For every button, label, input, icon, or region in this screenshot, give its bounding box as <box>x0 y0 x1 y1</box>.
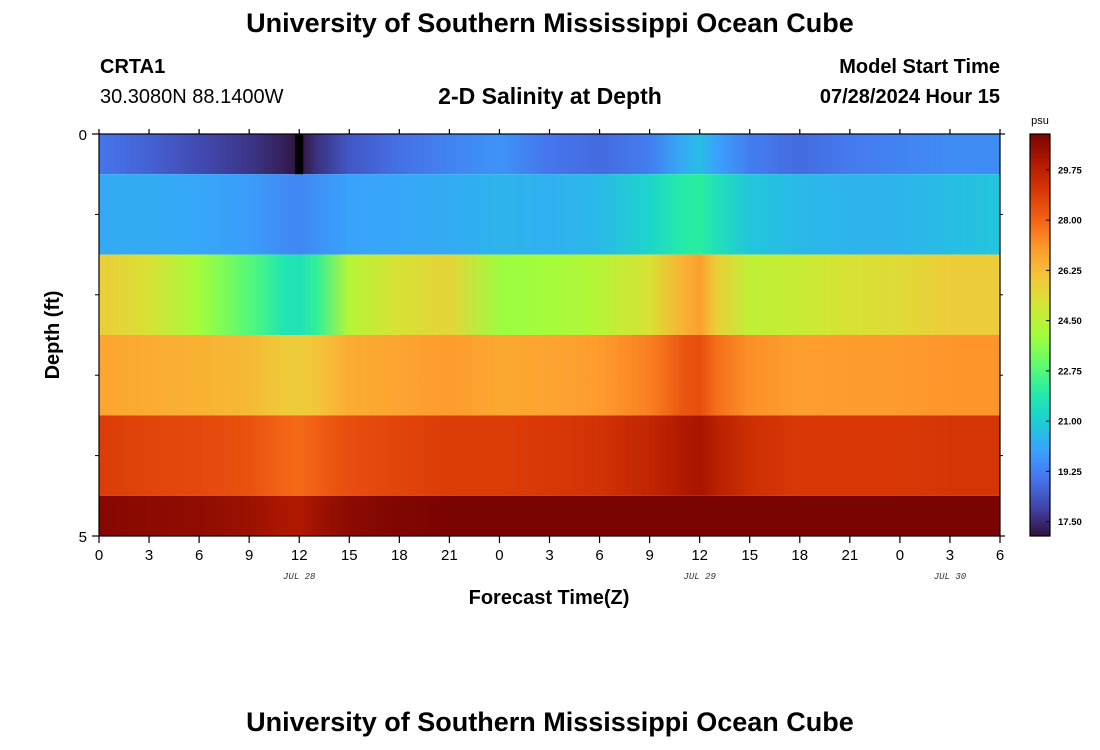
x-tick-label: 3 <box>946 547 954 564</box>
x-tick-label: 9 <box>645 547 653 564</box>
model-start-label: Model Start Time <box>839 56 1000 78</box>
y-axis-label: Depth (ft) <box>42 291 64 380</box>
x-tick-label: 18 <box>791 547 808 564</box>
x-tick-label: 15 <box>341 547 358 564</box>
x-tick-label: 15 <box>741 547 758 564</box>
x-axis-label: Forecast Time(Z) <box>469 587 630 609</box>
colorbar-tick-label: 29.75 <box>1058 165 1082 176</box>
station-coordinates: 30.3080N 88.1400W <box>100 86 284 108</box>
colorbar: psu 29.75 28.00 26.25 24.50 22.75 21.00 19.25 17… <box>1029 115 1082 537</box>
x-tick-label: 0 <box>495 547 503 564</box>
depth-layer-band <box>99 134 1000 175</box>
minimum-salinity-cell <box>295 134 304 175</box>
x-tick-label: 21 <box>441 547 458 564</box>
x-tick-label: 3 <box>545 547 553 564</box>
date-label: JUL 30 <box>934 572 967 582</box>
model-start-value: 07/28/2024 Hour 15 <box>819 86 1000 108</box>
colorbar-tick-label: 26.25 <box>1058 266 1082 277</box>
x-tick-label: 21 <box>841 547 858 564</box>
colorbar-tick-label: 19.25 <box>1058 467 1082 478</box>
depth-layer-band <box>99 254 1000 335</box>
x-tick-label: 6 <box>595 547 603 564</box>
colorbar-unit: psu <box>1031 115 1049 127</box>
depth-layer-band <box>99 335 1000 416</box>
colorbar-tick-label: 28.00 <box>1058 216 1082 227</box>
footer-title: University of Southern Mississippi Ocean… <box>246 707 854 737</box>
y-tick-label: 5 <box>79 529 87 546</box>
y-tick-label: 0 <box>79 127 87 144</box>
station-id: CRTA1 <box>100 56 166 78</box>
x-tick-label: 12 <box>291 547 308 564</box>
salinity-depth-chart: 0 3 6 9 12 15 18 21 0 3 6 9 12 15 18 21 0 3 6 JUL 28 JUL 29 J… <box>42 115 1082 609</box>
heatmap-cells <box>99 134 1000 536</box>
depth-layer-band <box>99 174 1000 255</box>
x-tick-label: 3 <box>145 547 153 564</box>
colorbar-tick-label: 22.75 <box>1058 366 1082 377</box>
colorbar-tick-label: 21.00 <box>1058 417 1082 428</box>
date-label: JUL 29 <box>683 572 716 582</box>
x-tick-label: 12 <box>691 547 708 564</box>
colorbar-tick-label: 24.50 <box>1058 316 1082 327</box>
x-tick-label: 6 <box>996 547 1004 564</box>
x-tick-label: 18 <box>391 547 408 564</box>
page-title: University of Southern Mississippi Ocean… <box>246 8 854 38</box>
x-tick-label: 9 <box>245 547 253 564</box>
colorbar-tick-label: 17.50 <box>1058 517 1082 528</box>
x-tick-label: 0 <box>95 547 103 564</box>
colorbar-scale <box>1029 133 1051 537</box>
plot-title: 2-D Salinity at Depth <box>438 83 662 109</box>
axes: 0 3 6 9 12 15 18 21 0 3 6 9 12 15 18 21 0 3 6 JUL 28 JUL 29 J… <box>79 127 1005 582</box>
depth-layer-band <box>99 495 1000 536</box>
date-label: JUL 28 <box>283 572 316 582</box>
depth-layer-band <box>99 415 1000 496</box>
x-tick-label: 0 <box>896 547 904 564</box>
x-tick-label: 6 <box>195 547 203 564</box>
